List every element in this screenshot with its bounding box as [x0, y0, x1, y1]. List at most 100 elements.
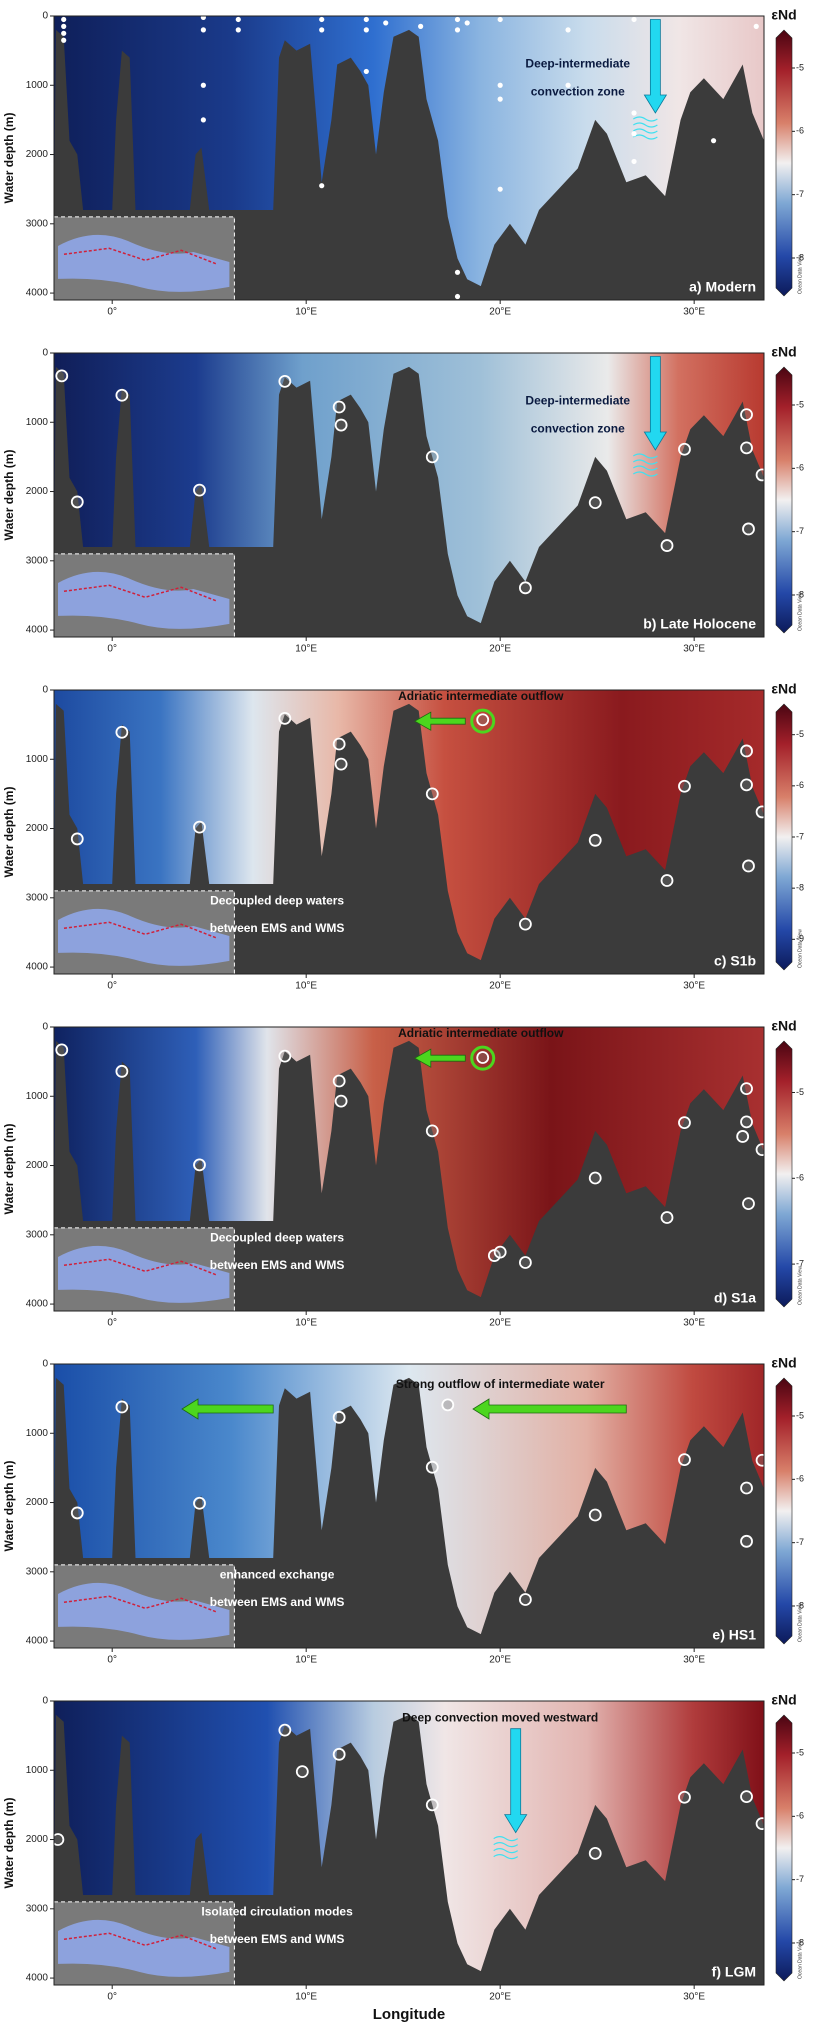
convection-wave: [633, 459, 658, 465]
outflow-ring: [470, 1045, 496, 1071]
panel: Deep convection moved westward Isolated c…: [2, 1692, 804, 2023]
colorbar-tick-label: -5: [796, 399, 804, 409]
sample-point: [710, 138, 717, 144]
y-axis-label: Water depth (m): [2, 1124, 16, 1215]
colorbar-tick-label: -9: [796, 934, 804, 944]
outflow-arrow: [181, 1398, 274, 1420]
y-axis-label: Water depth (m): [2, 1461, 16, 1552]
sample-point: [740, 778, 753, 792]
sample-point: [588, 1508, 602, 1522]
panel-title: f) LGM: [712, 1964, 756, 1980]
colorbar-tick-label: -7: [796, 831, 804, 841]
plot-area: [54, 16, 764, 300]
sample-point: [332, 1410, 346, 1424]
plot-frame: [53, 352, 765, 638]
annotation: Decoupled deep waters: [210, 1230, 344, 1244]
sample-point: [518, 917, 532, 931]
x-tick-label: 20°E: [489, 981, 511, 992]
panel: Deep-intermediate convection zone b) Late …: [2, 344, 804, 655]
sample-point: [61, 16, 67, 23]
y-axis-label: Water depth (m): [2, 450, 16, 541]
sample-point: [193, 1158, 206, 1172]
y-tick-label: 0: [42, 1359, 48, 1370]
x-tick-label: 20°E: [489, 644, 511, 655]
sample-point: [631, 131, 637, 137]
x-tick-label: 0°: [107, 644, 117, 655]
y-tick-label: 3000: [26, 1903, 49, 1914]
sample-point: [493, 1245, 507, 1259]
sample-point: [588, 1846, 602, 1860]
outflow-arrow: [414, 1048, 466, 1068]
inset-transect: [63, 584, 218, 602]
panel: Adriatic intermediate outflow Decoupled d…: [2, 681, 804, 992]
colorbar-credit: Ocean Data View: [797, 1940, 803, 1979]
annotation: Adriatic intermediate outflow: [398, 689, 564, 703]
inset-transect: [63, 247, 218, 265]
convection-arrow: [643, 19, 668, 114]
plot-frame: [53, 1363, 765, 1649]
colorbar-tick-label: -6: [796, 1173, 804, 1183]
convection-wave: [493, 1842, 519, 1848]
sample-point: [476, 1051, 490, 1064]
colorbar-tick-label: -8: [796, 1600, 804, 1610]
convection-wave: [493, 1836, 519, 1842]
y-tick-label: 1000: [26, 417, 49, 428]
x-tick-label: 10°E: [295, 1318, 317, 1329]
inset-transect: [63, 1258, 218, 1276]
sample-point: [518, 1593, 532, 1606]
annotation: Decoupled deep waters: [210, 893, 344, 907]
sample-point: [332, 1074, 346, 1088]
sample-point: [497, 96, 503, 102]
plot-area: [54, 690, 764, 974]
sample-point: [200, 16, 206, 20]
sample-point: [631, 110, 637, 116]
convection-wave: [493, 1848, 519, 1854]
sample-point: [363, 27, 369, 33]
y-tick-label: 1000: [26, 1428, 49, 1439]
colorbar-tick-label: -8: [796, 252, 804, 262]
sample-point: [518, 1256, 532, 1269]
sample-point: [497, 82, 503, 88]
sample-point: [740, 1534, 753, 1548]
x-tick-label: 30°E: [683, 1318, 705, 1329]
sample-point: [588, 1171, 602, 1185]
y-tick-label: 2000: [26, 1497, 49, 1508]
sample-point: [755, 805, 764, 819]
y-tick-label: 2000: [26, 1834, 49, 1845]
y-tick-label: 2000: [26, 823, 49, 834]
sample-point: [740, 441, 753, 455]
colorbar-tick-label: -5: [796, 729, 804, 739]
sample-point: [115, 725, 129, 739]
sample-point: [332, 400, 346, 414]
y-tick-label: 1000: [26, 80, 49, 91]
sample-point: [742, 1197, 755, 1211]
sample-point: [61, 37, 67, 43]
sample-point: [660, 539, 674, 552]
colorbar-tick-label: -7: [796, 1258, 804, 1268]
sample-point: [278, 1049, 292, 1063]
y-tick-label: 0: [42, 11, 48, 22]
y-tick-label: 4000: [26, 288, 49, 299]
outflow-arrow: [472, 1398, 627, 1420]
sample-point: [235, 27, 241, 33]
y-tick-label: 0: [42, 1696, 48, 1707]
colorbar-tick-label: -5: [796, 62, 804, 72]
outflow-arrow: [414, 711, 466, 731]
annotation: between EMS and WMS: [210, 921, 345, 935]
outflow-ring: [470, 708, 496, 734]
convection-wave: [633, 465, 658, 471]
y-tick-label: 4000: [26, 1636, 49, 1647]
sample-point: [319, 27, 325, 33]
sample-point: [200, 117, 206, 123]
sample-point: [278, 712, 292, 725]
sample-point: [755, 1143, 764, 1157]
x-tick-label: 30°E: [683, 1655, 705, 1666]
convection-wave: [493, 1854, 519, 1860]
sample-point: [334, 1094, 348, 1108]
colorbar-credit: Ocean Data View: [797, 592, 803, 631]
sample-point: [334, 757, 348, 771]
sample-point: [753, 23, 759, 29]
sample-point: [61, 30, 67, 36]
x-tick-label: 30°E: [683, 644, 705, 655]
